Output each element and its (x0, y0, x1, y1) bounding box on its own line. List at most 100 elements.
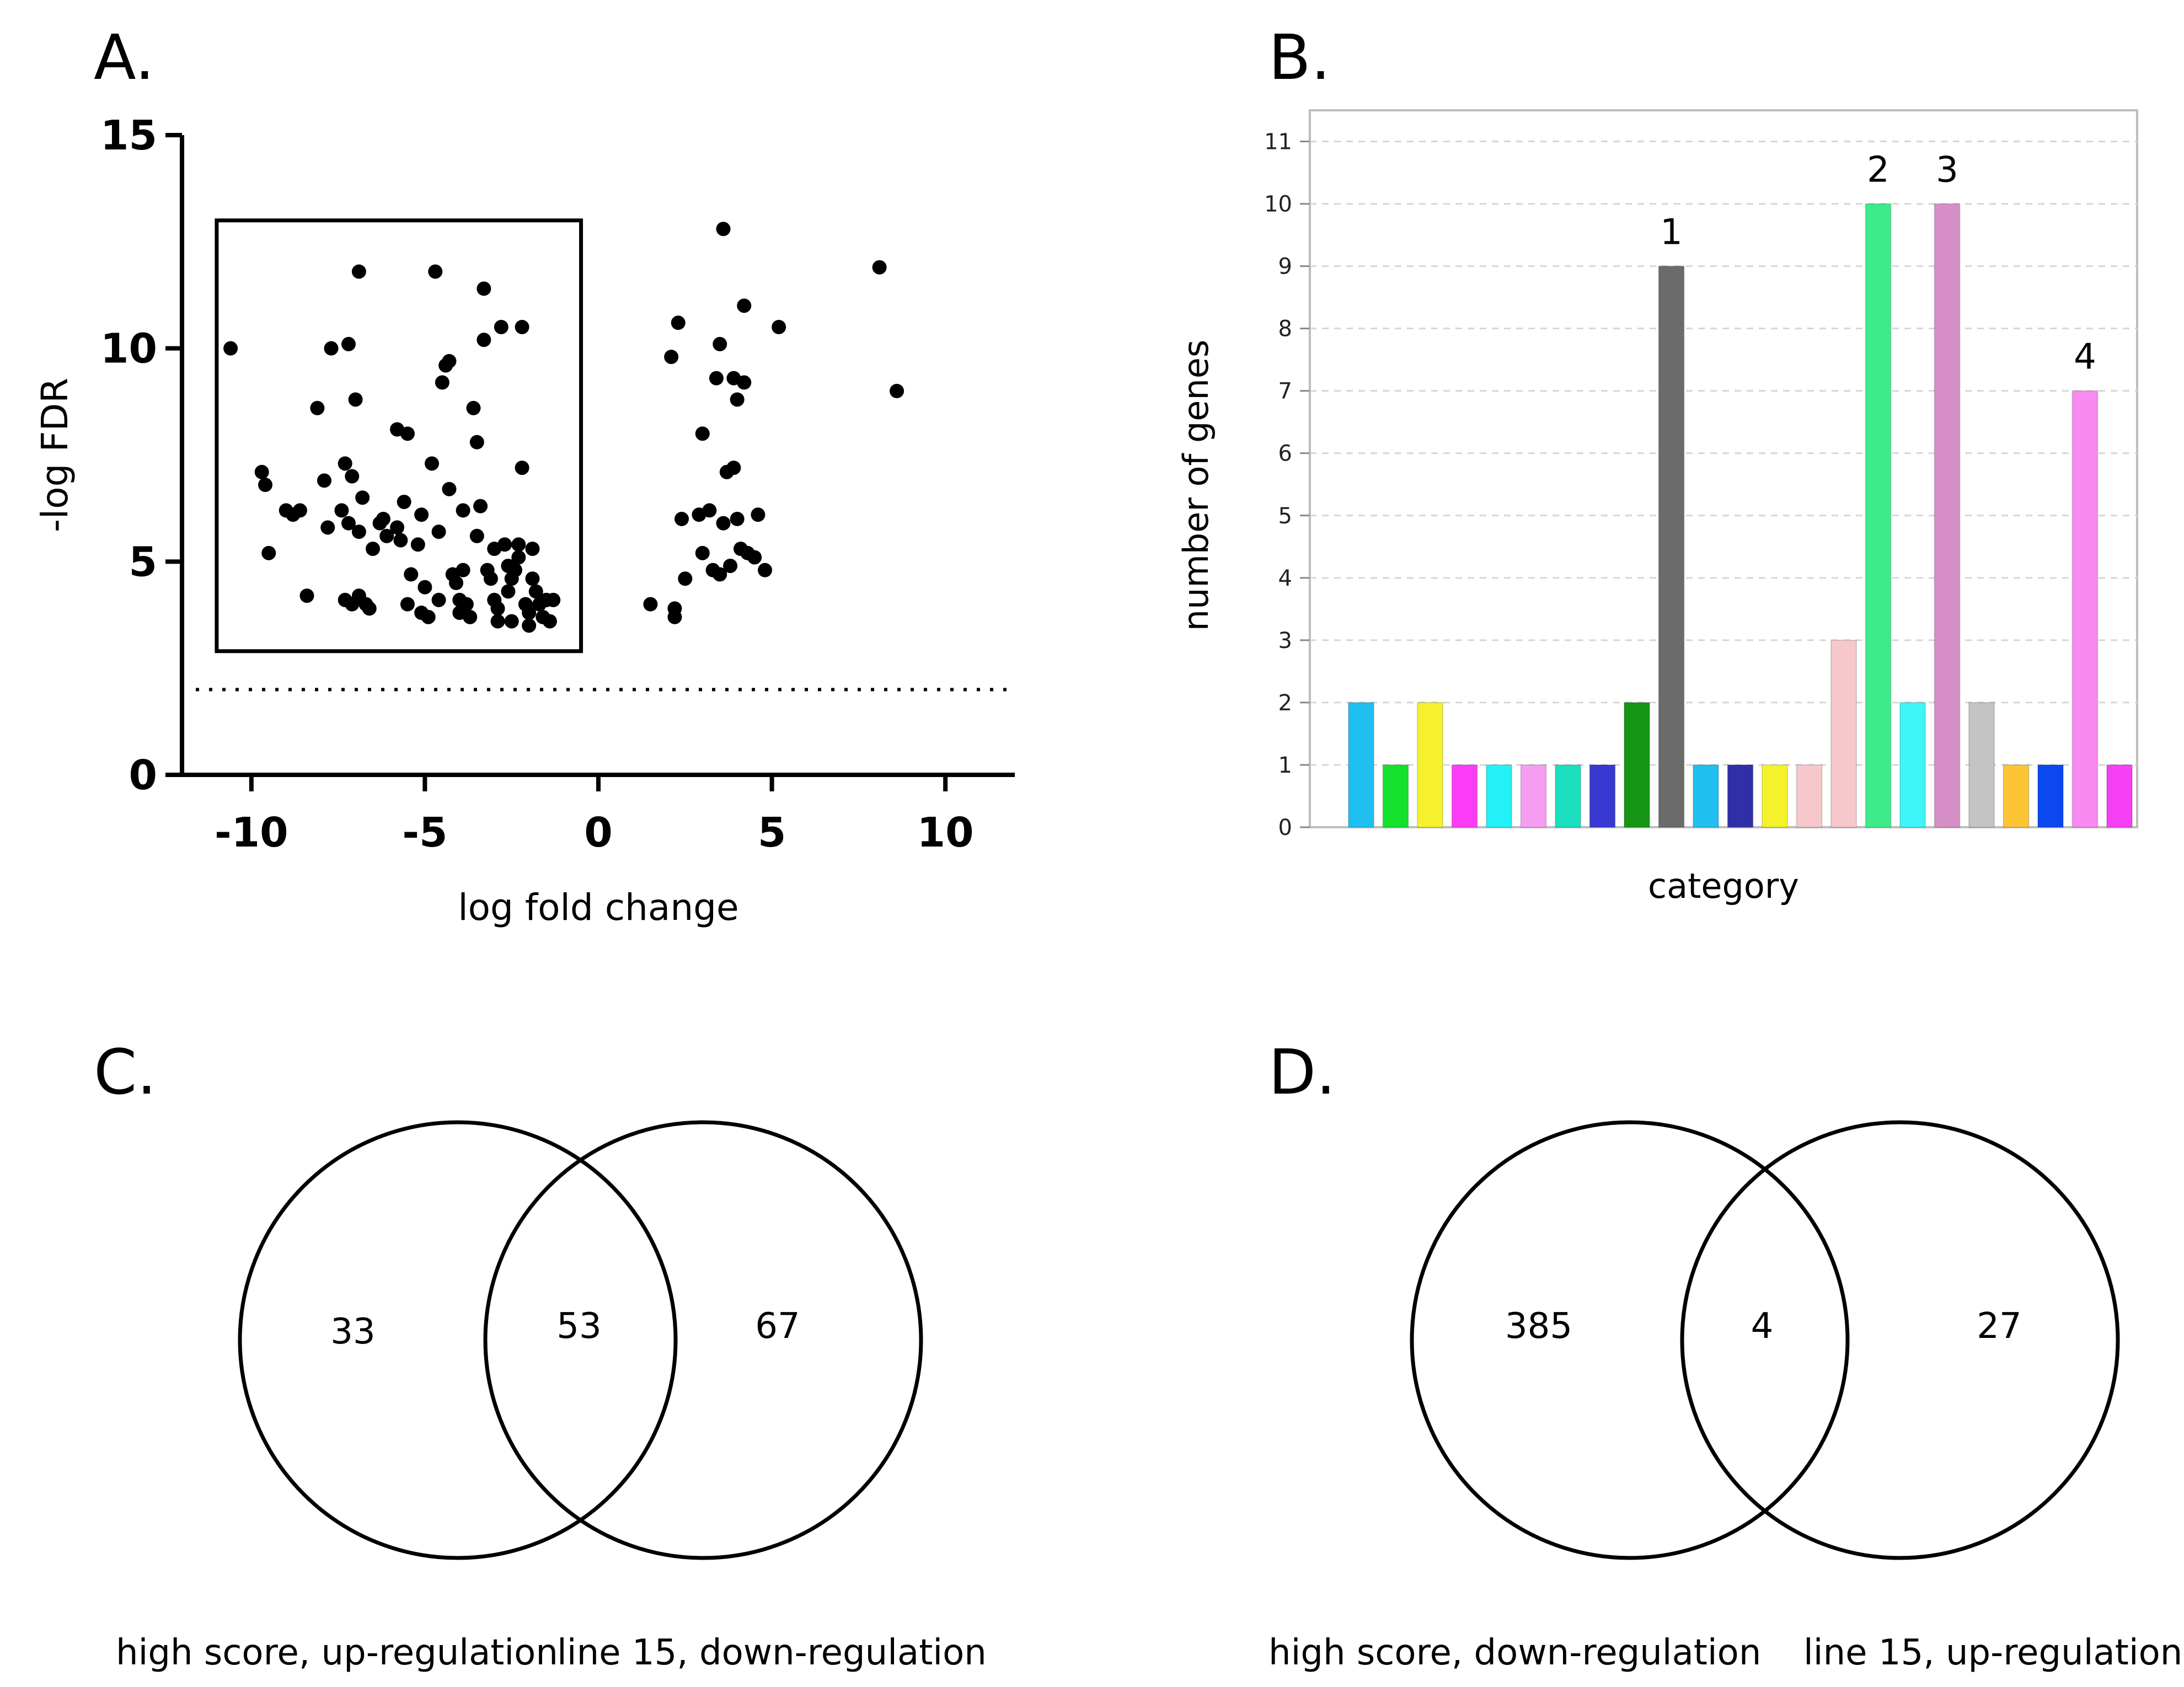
data-point (417, 580, 432, 595)
data-point (528, 584, 543, 599)
data-point (320, 520, 335, 535)
data-point (477, 281, 491, 296)
data-point (400, 597, 415, 612)
data-point (515, 320, 529, 334)
y-tick-label: 5 (129, 538, 158, 586)
data-point (522, 606, 537, 620)
venn-c-middle-count: 53 (556, 1306, 602, 1347)
data-point (254, 464, 269, 479)
data-point (310, 400, 325, 415)
data-point (449, 576, 464, 590)
data-point (459, 597, 474, 612)
data-point (466, 400, 481, 415)
x-tick-label: 10 (917, 809, 974, 856)
data-point (341, 516, 356, 531)
data-point (292, 503, 307, 518)
data-point (522, 618, 537, 633)
data-point (317, 473, 331, 488)
data-point (758, 563, 772, 577)
data-point (483, 571, 498, 586)
data-point (671, 315, 686, 330)
x-axis-label: log fold change (458, 886, 738, 929)
data-point (716, 516, 731, 531)
data-point (376, 512, 390, 526)
data-point (525, 542, 540, 556)
data-point (345, 469, 360, 484)
data-point (456, 563, 470, 577)
y-axis-label: -log FDR (34, 378, 76, 532)
panel-letter-a: A. (94, 22, 155, 94)
data-point (469, 435, 484, 449)
data-point (258, 478, 272, 492)
data-point (442, 354, 457, 368)
x-tick-label: -10 (215, 809, 288, 856)
data-point (341, 336, 356, 351)
data-point (709, 371, 724, 385)
y-tick-label: 0 (129, 752, 158, 799)
panel-letter-d: D. (1268, 1037, 1336, 1108)
data-point (678, 571, 693, 586)
data-point (525, 571, 540, 586)
volcano-points (223, 222, 904, 633)
data-point (400, 426, 415, 441)
data-point (463, 609, 478, 624)
data-point (435, 375, 449, 390)
data-point (324, 341, 339, 356)
data-point (410, 537, 425, 552)
data-point (675, 512, 689, 526)
data-point (366, 542, 381, 556)
data-point (428, 264, 443, 279)
data-point (223, 341, 238, 356)
data-point (501, 584, 516, 599)
data-point (393, 533, 408, 548)
data-point (469, 528, 484, 543)
x-tick-label: 5 (758, 809, 786, 856)
y-tick-label: 10 (100, 325, 157, 373)
data-point (702, 503, 717, 518)
data-point (421, 609, 436, 624)
venn-d-right-label: line 15, up-regulation (1803, 1632, 2183, 1673)
data-point (473, 499, 488, 513)
data-point (351, 264, 366, 279)
venn-c-right-label: line 15, down-regulation (557, 1632, 987, 1673)
data-point (667, 609, 682, 624)
data-point (261, 545, 276, 560)
data-point (379, 528, 394, 543)
panel-letter-b: B. (1268, 22, 1331, 94)
data-point (404, 567, 419, 582)
data-point (713, 336, 727, 351)
data-point (695, 426, 710, 441)
data-point (390, 520, 405, 535)
data-point (490, 614, 505, 629)
data-point (477, 333, 491, 347)
data-point (723, 559, 738, 574)
venn-d-left-count: 385 (1505, 1306, 1573, 1347)
data-point (695, 545, 710, 560)
data-point (730, 512, 745, 526)
data-point (397, 495, 411, 510)
data-point (362, 601, 377, 616)
y-tick-label: 15 (100, 112, 157, 159)
data-point (515, 460, 529, 475)
data-point (511, 537, 526, 552)
data-point (431, 524, 446, 539)
data-point (542, 614, 557, 629)
data-point (425, 456, 439, 471)
data-point (348, 392, 363, 407)
data-point (664, 350, 679, 365)
venn-d-middle-count: 4 (1751, 1306, 1774, 1347)
data-point (431, 592, 446, 607)
data-point (546, 592, 561, 607)
data-point (772, 320, 786, 334)
data-point (737, 298, 752, 313)
data-point (511, 550, 526, 565)
data-point (334, 503, 349, 518)
data-point (643, 597, 658, 612)
data-point (737, 375, 752, 390)
data-point (299, 588, 314, 603)
data-point (504, 614, 519, 629)
data-point (351, 524, 366, 539)
data-point (747, 550, 762, 565)
highlight-box (215, 218, 584, 654)
